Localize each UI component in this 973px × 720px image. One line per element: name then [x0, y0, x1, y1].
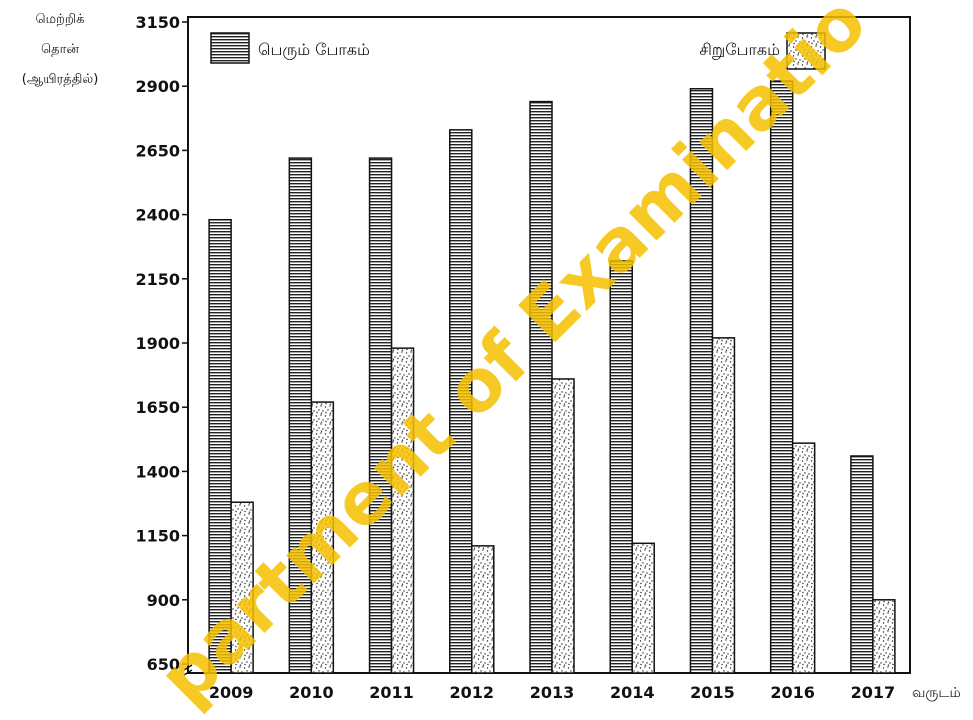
legend-swatch-yala — [786, 32, 826, 70]
bar-yala-2015 — [711, 337, 736, 674]
x-tick-label: 2012 — [450, 683, 495, 702]
bar-yala-2017 — [872, 599, 896, 674]
bar-yala-2012 — [471, 545, 495, 674]
y-tick-label: 2900 — [135, 77, 180, 96]
x-tick-label: 2015 — [690, 683, 735, 702]
bar-maha-2015 — [689, 88, 714, 674]
bar-yala-2011 — [390, 347, 415, 674]
y-tick-label: 650 — [147, 655, 180, 674]
bar-maha-2016 — [769, 80, 794, 674]
x-tick-label: 2011 — [369, 683, 414, 702]
bar-yala-2016 — [791, 442, 816, 674]
x-tick-label: 2017 — [851, 683, 896, 702]
y-tick-label: 1650 — [135, 398, 180, 417]
bar-maha-2012 — [449, 129, 473, 674]
bar-yala-2013 — [551, 378, 575, 674]
y-tick-label: 2650 — [135, 141, 180, 160]
y-tick-label: 3150 — [135, 13, 180, 32]
bar-maha-2014 — [609, 260, 633, 674]
bar-maha-2013 — [529, 100, 553, 674]
legend-swatch-maha — [210, 32, 250, 64]
bar-maha-2010 — [288, 157, 313, 674]
x-axis-label: வருடம் — [912, 685, 961, 701]
x-tick-label: 2013 — [530, 683, 575, 702]
legend-label-yala: சிறுபோகம் — [699, 40, 780, 60]
bar-maha-2009 — [208, 218, 232, 674]
bar-yala-2010 — [310, 401, 335, 674]
legend-label-maha: பெரும் போகம் — [258, 40, 370, 60]
y-tick-label: 1400 — [135, 462, 180, 481]
y-axis-label-line-3: (ஆயிரத்தில்) — [21, 72, 99, 87]
x-tick-label: 2014 — [610, 683, 655, 702]
x-tick-label: 2009 — [209, 683, 254, 702]
bar-yala-2009 — [230, 501, 254, 674]
x-tick-label: 2010 — [289, 683, 334, 702]
y-tick-label: 1150 — [135, 527, 180, 546]
y-tick-label: 1900 — [135, 334, 180, 353]
y-tick-label: 2150 — [135, 270, 180, 289]
bar-maha-2017 — [850, 455, 874, 674]
y-axis-label-line-2: தொன் — [41, 42, 79, 57]
y-axis-label-line-1: மெற்றிக் — [35, 12, 85, 27]
y-tick-label: 900 — [147, 591, 180, 610]
axis-break-mark — [183, 664, 193, 676]
x-tick-label: 2016 — [770, 683, 815, 702]
bar-yala-2014 — [631, 542, 655, 674]
y-tick-label: 2400 — [135, 206, 180, 225]
bar-maha-2011 — [368, 157, 393, 674]
